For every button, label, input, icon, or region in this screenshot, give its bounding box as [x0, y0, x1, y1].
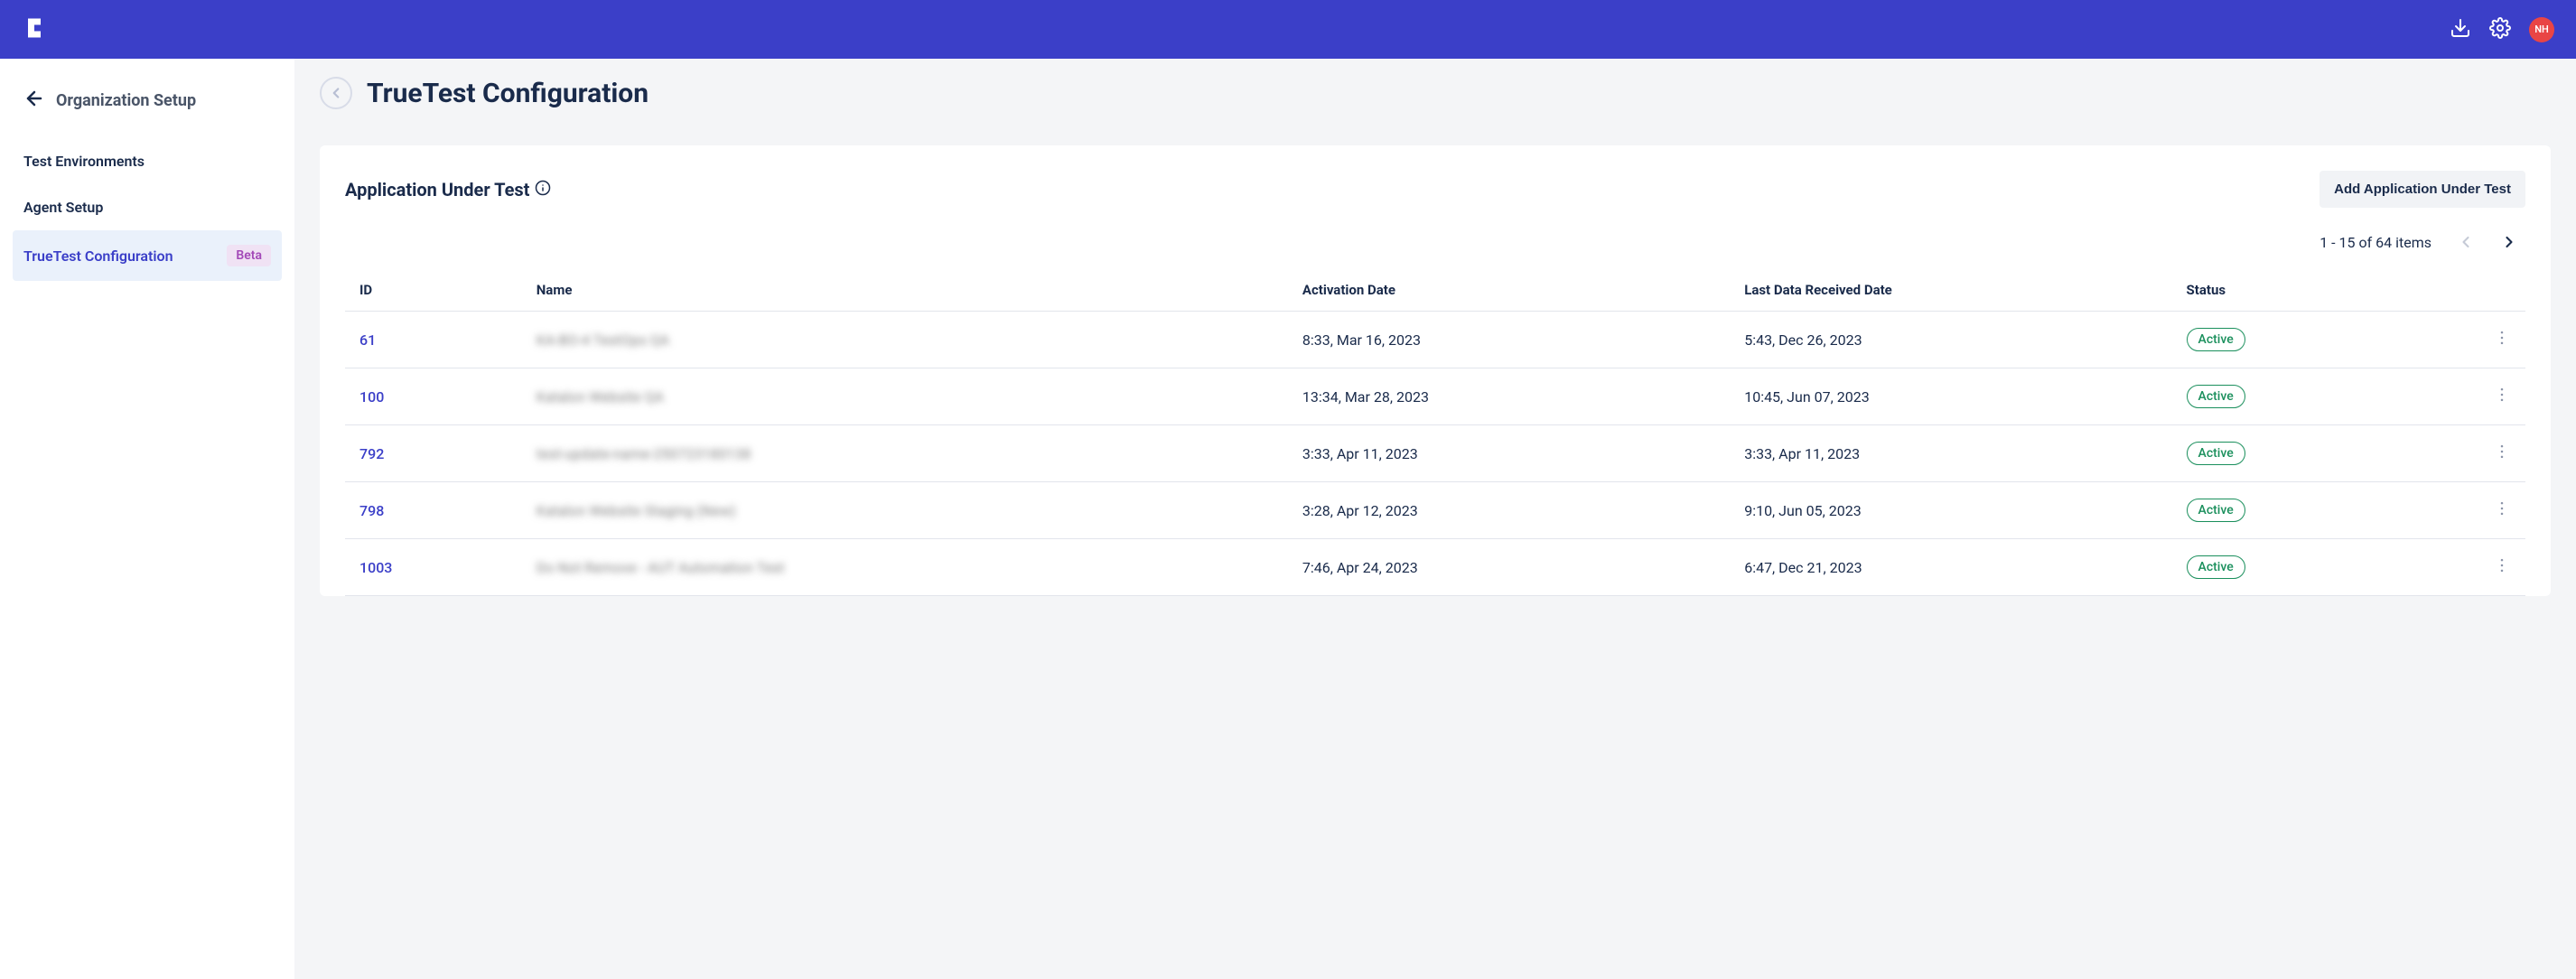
row-activation-date: 7:46, Apr 24, 2023 — [1288, 539, 1730, 596]
row-menu-icon[interactable] — [2493, 390, 2511, 407]
info-icon[interactable] — [535, 180, 551, 200]
row-activation-date: 3:33, Apr 11, 2023 — [1288, 425, 1730, 482]
row-menu-icon[interactable] — [2493, 504, 2511, 521]
back-arrow-icon[interactable] — [23, 88, 45, 113]
column-name: Name — [522, 269, 1288, 312]
sidebar-item-agent-setup[interactable]: Agent Setup — [13, 184, 282, 230]
sidebar-item-label: TrueTest Configuration — [23, 247, 173, 265]
table-row: 61 KA-BO-4 TestOps QA 8:33, Mar 16, 20235:… — [345, 312, 2525, 368]
column-status: Status — [2172, 269, 2438, 312]
app-logo[interactable] — [22, 15, 47, 44]
header-actions: NH — [2450, 17, 2554, 42]
sidebar-title: Organization Setup — [56, 91, 196, 110]
page-header: TrueTest Configuration — [320, 77, 2551, 109]
aut-table: ID Name Activation Date Last Data Receiv… — [345, 269, 2525, 596]
top-header: NH — [0, 0, 2576, 59]
row-menu-icon[interactable] — [2493, 333, 2511, 350]
table-row: 792 test-update-name-250723180138 3:33, Ap… — [345, 425, 2525, 482]
add-aut-button[interactable]: Add Application Under Test — [2319, 171, 2525, 208]
download-icon[interactable] — [2450, 17, 2471, 42]
page-back-button[interactable] — [320, 77, 352, 109]
row-received-date: 9:10, Jun 05, 2023 — [1730, 482, 2171, 539]
row-id-link[interactable]: 1003 — [359, 559, 392, 576]
status-badge: Active — [2187, 385, 2245, 408]
aut-card: Application Under Test Add Application U… — [320, 145, 2551, 596]
row-name: Katalon Website Staging (New) — [537, 502, 736, 519]
column-id: ID — [345, 269, 522, 312]
status-badge: Active — [2187, 328, 2245, 351]
row-received-date: 10:45, Jun 07, 2023 — [1730, 368, 2171, 425]
sidebar-item-label: Test Environments — [23, 153, 145, 170]
status-badge: Active — [2187, 499, 2245, 522]
row-activation-date: 8:33, Mar 16, 2023 — [1288, 312, 1730, 368]
row-menu-icon[interactable] — [2493, 447, 2511, 464]
table-row: 798 Katalon Website Staging (New) 3:28, Ap… — [345, 482, 2525, 539]
avatar[interactable]: NH — [2529, 17, 2554, 42]
row-menu-icon[interactable] — [2493, 561, 2511, 578]
settings-icon[interactable] — [2489, 17, 2511, 42]
sidebar-item-test-environments[interactable]: Test Environments — [13, 138, 282, 184]
row-id-link[interactable]: 100 — [359, 388, 384, 406]
layout: Organization Setup Test Environments Agen… — [0, 59, 2576, 979]
status-badge: Active — [2187, 442, 2245, 465]
column-menu — [2437, 269, 2525, 312]
row-name: Do Not Remove - AUT Automation Test — [537, 559, 785, 576]
table-row: 100 Katalon Website QA 13:34, Mar 28, 2023… — [345, 368, 2525, 425]
sidebar-item-label: Agent Setup — [23, 199, 103, 216]
row-id-link[interactable]: 61 — [359, 331, 376, 349]
pagination-next-icon[interactable] — [2500, 233, 2518, 251]
row-name: Katalon Website QA — [537, 388, 664, 406]
table-row: 1003 Do Not Remove - AUT Automation Test 7… — [345, 539, 2525, 596]
sidebar-item-truetest-configuration[interactable]: TrueTest Configuration Beta — [13, 230, 282, 281]
row-name: KA-BO-4 TestOps QA — [537, 331, 669, 349]
row-activation-date: 13:34, Mar 28, 2023 — [1288, 368, 1730, 425]
main-content: TrueTest Configuration Application Under… — [294, 59, 2576, 979]
row-received-date: 5:43, Dec 26, 2023 — [1730, 312, 2171, 368]
card-header: Application Under Test Add Application U… — [345, 171, 2525, 208]
row-received-date: 6:47, Dec 21, 2023 — [1730, 539, 2171, 596]
pagination: 1 - 15 of 64 items — [345, 233, 2525, 251]
card-title-wrap: Application Under Test — [345, 179, 551, 200]
row-name: test-update-name-250723180138 — [537, 445, 751, 462]
row-activation-date: 3:28, Apr 12, 2023 — [1288, 482, 1730, 539]
status-badge: Active — [2187, 555, 2245, 579]
table-header-row: ID Name Activation Date Last Data Receiv… — [345, 269, 2525, 312]
sidebar-header[interactable]: Organization Setup — [13, 80, 282, 120]
row-id-link[interactable]: 798 — [359, 502, 384, 519]
row-id-link[interactable]: 792 — [359, 445, 384, 462]
column-activation: Activation Date — [1288, 269, 1730, 312]
card-title: Application Under Test — [345, 179, 529, 200]
pagination-text: 1 - 15 of 64 items — [2319, 234, 2431, 251]
column-received: Last Data Received Date — [1730, 269, 2171, 312]
pagination-prev-icon[interactable] — [2457, 233, 2475, 251]
page-title: TrueTest Configuration — [367, 78, 649, 109]
row-received-date: 3:33, Apr 11, 2023 — [1730, 425, 2171, 482]
beta-badge: Beta — [227, 245, 271, 266]
sidebar: Organization Setup Test Environments Agen… — [0, 59, 294, 979]
